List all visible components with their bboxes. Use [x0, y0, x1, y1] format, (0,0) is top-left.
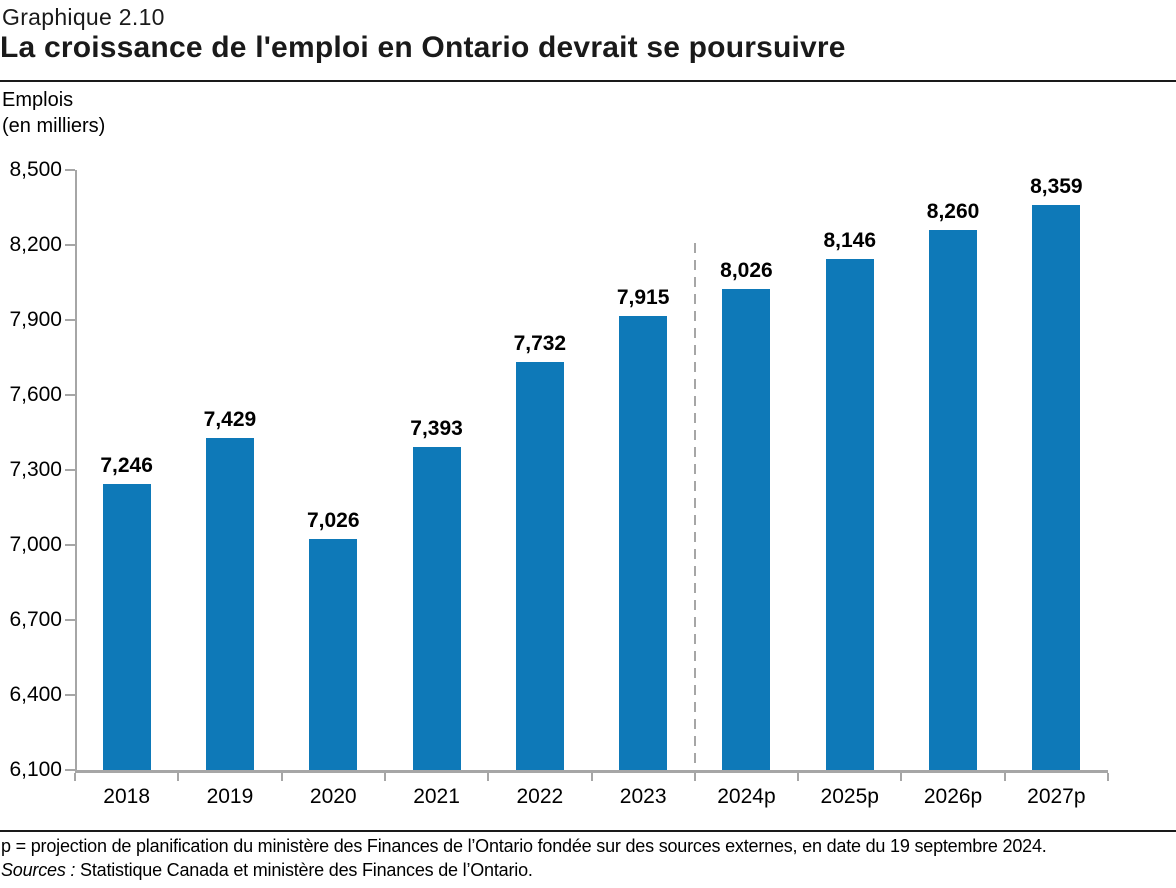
- bar-value-label-2027p: 8,359: [1030, 175, 1083, 199]
- x-axis-category-label-2020: 2020: [309, 785, 357, 808]
- x-axis-tick: [1107, 773, 1109, 781]
- bar-value-label-2019: 7,429: [203, 407, 257, 431]
- y-axis-tick: [65, 619, 75, 621]
- footnote-projection: p = projection de planification du minis…: [1, 836, 1047, 856]
- bar-value-label-2020: 7,026: [306, 508, 360, 532]
- y-axis-tick: [65, 394, 75, 396]
- projection-divider-dashed-line: [693, 243, 696, 770]
- x-axis-category-label-2019: 2019: [206, 785, 254, 808]
- x-axis-tick: [797, 773, 800, 781]
- x-axis-tick: [900, 773, 903, 781]
- bar-value-label-2021: 7,393: [410, 416, 463, 440]
- x-axis-tick: [693, 773, 696, 781]
- bar-value-label-2025p: 8,146: [823, 228, 877, 252]
- bar-2019: [205, 437, 254, 770]
- y-axis-line: [75, 170, 77, 773]
- title-divider-line: [0, 80, 1176, 82]
- bar-value-label-2022: 7,732: [513, 332, 567, 355]
- bar-2020: [309, 538, 358, 770]
- chart-title: La croissance de l'emploi en Ontario dev…: [0, 31, 846, 64]
- bar-2022: [515, 362, 564, 770]
- x-axis-category-label-2023: 2023: [619, 785, 667, 808]
- y-axis-tick-label: 7,000: [9, 533, 62, 556]
- footer-divider-line: [0, 830, 1176, 832]
- y-axis-tick-label: 6,400: [9, 683, 62, 706]
- bar-value-label-2018: 7,246: [100, 453, 153, 477]
- x-axis-tick: [383, 773, 386, 781]
- bar-2024p: [722, 288, 771, 770]
- bar-2026p: [929, 230, 978, 770]
- x-axis-category-label-2027p: 2027p: [1027, 785, 1086, 808]
- y-axis-tick-label: 8,200: [9, 233, 62, 256]
- x-axis-tick: [487, 773, 490, 781]
- x-axis-tick: [1003, 773, 1006, 781]
- y-axis-tick: [65, 769, 75, 771]
- chart-number: Graphique 2.10: [2, 4, 165, 30]
- x-axis-tick: [177, 773, 180, 781]
- x-axis-category-label-2026p: 2026p: [923, 785, 983, 808]
- bar-2021: [412, 446, 461, 770]
- y-axis-tick-label: 7,300: [9, 458, 62, 481]
- bar-2018: [102, 483, 151, 770]
- y-axis-unit-label-line2: (en milliers): [2, 115, 106, 137]
- y-axis-tick: [65, 544, 75, 546]
- footnote-sources: Sources : Statistique Canada et ministèr…: [1, 860, 1176, 881]
- y-axis-tick: [65, 169, 75, 171]
- y-axis-tick-label: 6,100: [9, 758, 62, 781]
- x-axis-tick: [590, 773, 593, 781]
- y-axis-tick: [65, 244, 75, 246]
- bar-2023: [619, 316, 668, 770]
- y-axis-tick: [65, 469, 75, 471]
- x-axis-category-label-2024p: 2024p: [717, 785, 776, 808]
- x-axis-line: [75, 770, 1108, 773]
- y-axis-tick: [65, 319, 75, 321]
- y-axis-tick-label: 6,700: [9, 608, 62, 631]
- bar-value-label-2024p: 8,026: [720, 258, 773, 282]
- x-axis-category-label-2022: 2022: [516, 785, 564, 808]
- bar-value-label-2023: 7,915: [616, 286, 670, 310]
- sources-label: Sources :: [1, 860, 76, 880]
- y-axis-tick-label: 7,900: [9, 308, 62, 331]
- bar-2027p: [1032, 205, 1081, 770]
- y-axis-tick-label: 8,500: [9, 158, 62, 181]
- bar-2025p: [825, 258, 874, 770]
- y-axis-tick-label: 7,600: [9, 383, 62, 406]
- bar-value-label-2026p: 8,260: [926, 200, 980, 223]
- x-axis-category-label-2018: 2018: [103, 785, 150, 808]
- x-axis-tick: [280, 773, 283, 781]
- y-axis-tick: [65, 694, 75, 696]
- x-axis-category-label-2021: 2021: [413, 785, 460, 808]
- y-axis-unit-label-line1: Emplois: [2, 89, 74, 111]
- x-axis-tick: [74, 773, 76, 781]
- sources-text: Statistique Canada et ministère des Fina…: [75, 860, 533, 880]
- x-axis-category-label-2025p: 2025p: [820, 785, 879, 808]
